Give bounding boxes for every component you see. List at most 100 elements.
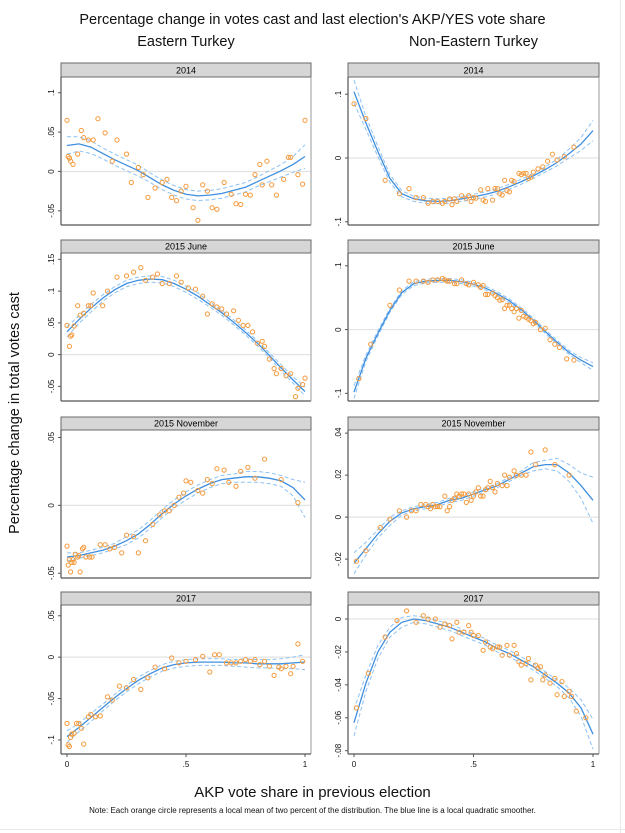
chart-note: Note: Each orange circle represents a lo… (89, 806, 536, 815)
data-point (547, 680, 553, 686)
data-point (223, 660, 230, 666)
data-point (66, 343, 73, 349)
plot-area (61, 430, 311, 578)
data-point (90, 137, 96, 143)
data-point (173, 273, 180, 279)
y-tick-label: -.02 (334, 644, 343, 658)
ci-lower-line (353, 281, 594, 399)
image-border-bottom (0, 829, 625, 830)
data-point (413, 619, 419, 625)
data-point (283, 373, 289, 379)
data-point (506, 474, 512, 480)
data-point (65, 562, 71, 568)
data-point (266, 356, 272, 362)
data-point (470, 632, 477, 639)
plot-marks (351, 80, 594, 208)
data-point (242, 191, 249, 197)
data-point (490, 197, 496, 203)
data-point (408, 508, 414, 514)
data-point (295, 172, 301, 178)
x-axis-label: AKP vote share in previous election (194, 784, 431, 801)
data-point (420, 613, 426, 619)
data-point (247, 658, 253, 664)
panel-header-label: 2017 (176, 594, 196, 604)
data-point (511, 179, 517, 185)
data-point (497, 297, 503, 303)
data-point (554, 157, 560, 163)
panel-header (347, 591, 600, 606)
data-point (159, 179, 165, 186)
data-point (138, 686, 144, 693)
data-point (64, 117, 70, 123)
panel-header (60, 591, 312, 606)
data-point (454, 281, 460, 287)
data-point (183, 183, 189, 189)
data-point (511, 309, 517, 315)
data-point (406, 278, 412, 284)
data-point (432, 504, 438, 510)
data-point (245, 464, 251, 470)
plot-area (61, 77, 311, 225)
data-point (351, 101, 357, 107)
data-point (559, 679, 565, 685)
data-point (485, 186, 491, 192)
data-point (269, 182, 275, 188)
data-point (209, 205, 215, 211)
data-point (88, 711, 94, 717)
data-point (368, 341, 374, 347)
data-point (228, 660, 234, 666)
data-point (219, 306, 225, 312)
data-point (114, 137, 120, 143)
plot-area (348, 253, 599, 401)
data-point (68, 333, 74, 339)
data-point (247, 192, 253, 198)
y-tick-label: 0 (334, 616, 343, 621)
data-point (70, 557, 76, 563)
smoother-line (66, 143, 306, 197)
data-point (425, 279, 431, 285)
data-point (221, 179, 227, 186)
panel-east-2015nov: 2015 November .05 0 -.05 (47, 416, 312, 580)
data-point (142, 277, 149, 283)
data-point (482, 198, 489, 204)
data-point (257, 662, 263, 668)
data-point (511, 642, 517, 648)
data-point (162, 508, 168, 514)
data-point (200, 293, 206, 299)
data-point (552, 462, 558, 468)
data-point (554, 692, 560, 698)
data-point (394, 618, 400, 624)
data-point (377, 525, 383, 531)
x-tick-label: 1 (591, 760, 596, 769)
data-point (238, 468, 244, 474)
data-point (459, 277, 465, 283)
data-point (95, 116, 101, 122)
data-point (188, 479, 194, 485)
plot-area (61, 253, 311, 401)
data-point (79, 546, 86, 552)
data-point (231, 308, 237, 314)
data-point (502, 305, 508, 312)
data-point (66, 155, 73, 161)
data-point (204, 188, 210, 194)
data-point (131, 534, 137, 540)
data-point (425, 616, 431, 622)
plot-area (348, 430, 599, 578)
data-point (278, 477, 284, 483)
data-point (288, 371, 294, 377)
data-point (552, 341, 558, 347)
data-point (150, 521, 156, 528)
data-point (516, 659, 522, 665)
panel-header (347, 416, 600, 431)
plot-marks (353, 275, 594, 399)
data-point (420, 195, 426, 201)
data-point (406, 186, 412, 192)
panel-header-label: 2015 November (441, 419, 505, 429)
data-point (152, 664, 158, 670)
data-point (142, 538, 149, 544)
data-point (437, 624, 443, 630)
data-point (502, 472, 508, 478)
data-point (447, 623, 453, 629)
data-point (454, 198, 460, 204)
data-point (545, 158, 551, 164)
